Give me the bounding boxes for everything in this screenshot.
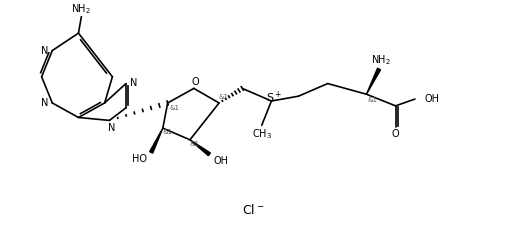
Text: N: N <box>41 46 48 56</box>
Polygon shape <box>366 68 380 94</box>
Text: &1: &1 <box>219 94 228 100</box>
Text: HO: HO <box>132 154 147 164</box>
Text: OH: OH <box>424 94 439 104</box>
Text: NH$_2$: NH$_2$ <box>71 2 91 16</box>
Text: N: N <box>41 98 48 108</box>
Text: &1: &1 <box>367 97 377 103</box>
Text: NH$_2$: NH$_2$ <box>370 53 390 67</box>
Text: N: N <box>108 123 115 133</box>
Text: N: N <box>130 78 137 87</box>
Text: &1: &1 <box>162 129 172 135</box>
Text: O: O <box>190 77 198 87</box>
Text: CH$_3$: CH$_3$ <box>251 127 271 141</box>
Text: OH: OH <box>213 156 228 166</box>
Text: &1: &1 <box>189 141 199 147</box>
Text: O: O <box>391 129 398 139</box>
Text: &1: &1 <box>169 105 179 111</box>
Polygon shape <box>149 128 163 153</box>
Polygon shape <box>189 140 210 156</box>
Text: S$^+$: S$^+$ <box>266 89 282 105</box>
Text: Cl$^-$: Cl$^-$ <box>241 203 264 217</box>
